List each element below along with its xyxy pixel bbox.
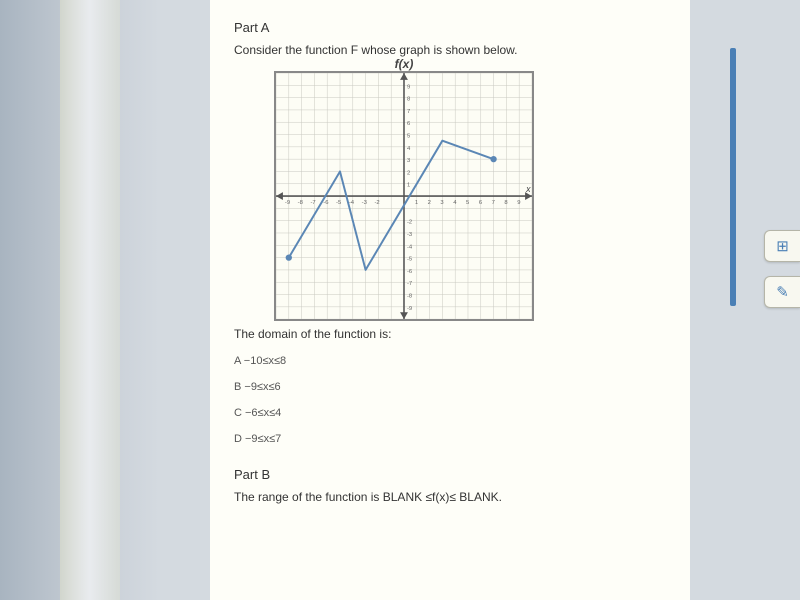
svg-text:4: 4 bbox=[453, 200, 457, 206]
svg-text:3: 3 bbox=[440, 200, 444, 206]
svg-text:-3: -3 bbox=[407, 232, 413, 238]
part-b-prompt: The range of the function is BLANK ≤f(x)… bbox=[234, 490, 666, 504]
domain-question: The domain of the function is: bbox=[234, 327, 666, 341]
svg-text:x: x bbox=[525, 184, 531, 194]
plus-box-icon: ⊞ bbox=[776, 237, 789, 255]
svg-text:-4: -4 bbox=[349, 200, 355, 206]
answer-option-a[interactable]: A −10≤x≤8 bbox=[234, 355, 666, 367]
svg-text:6: 6 bbox=[479, 200, 483, 206]
part-a-title: Part A bbox=[234, 20, 666, 35]
answer-option-c[interactable]: C −6≤x≤4 bbox=[234, 407, 666, 419]
svg-text:-9: -9 bbox=[285, 200, 290, 206]
svg-text:5: 5 bbox=[466, 200, 470, 206]
svg-text:-3: -3 bbox=[362, 200, 368, 206]
svg-text:-4: -4 bbox=[407, 244, 413, 250]
svg-text:7: 7 bbox=[492, 200, 495, 206]
svg-text:1: 1 bbox=[415, 200, 418, 206]
svg-text:-9: -9 bbox=[407, 306, 412, 312]
photo-edge-strip bbox=[0, 0, 160, 600]
svg-text:-6: -6 bbox=[323, 200, 329, 206]
svg-text:9: 9 bbox=[517, 200, 520, 206]
part-a-prompt: Consider the function F whose graph is s… bbox=[234, 43, 666, 57]
svg-text:-5: -5 bbox=[407, 257, 413, 263]
function-graph: f(x) 123456789-2-3-4-5-6-7-8-9123456789-… bbox=[274, 71, 534, 321]
answer-option-d[interactable]: D −9≤x≤7 bbox=[234, 433, 666, 445]
edit-widget-button[interactable]: ✎ bbox=[764, 276, 800, 308]
svg-text:9: 9 bbox=[407, 84, 410, 90]
graph-svg: 123456789-2-3-4-5-6-7-8-9123456789-9-8-7… bbox=[276, 73, 532, 319]
svg-text:-8: -8 bbox=[298, 200, 304, 206]
graph-y-label: f(x) bbox=[395, 57, 414, 71]
question-content: Part A Consider the function F whose gra… bbox=[210, 0, 690, 600]
svg-text:-6: -6 bbox=[407, 269, 413, 275]
scroll-indicator bbox=[730, 48, 736, 306]
svg-text:-7: -7 bbox=[310, 200, 315, 206]
svg-text:-2: -2 bbox=[407, 220, 412, 226]
svg-text:2: 2 bbox=[407, 170, 410, 176]
svg-text:-8: -8 bbox=[407, 293, 413, 299]
svg-text:8: 8 bbox=[504, 200, 508, 206]
svg-text:2: 2 bbox=[428, 200, 431, 206]
part-b-title: Part B bbox=[234, 467, 666, 482]
answer-options: A −10≤x≤8 B −9≤x≤6 C −6≤x≤4 D −9≤x≤7 bbox=[234, 355, 666, 445]
svg-text:1: 1 bbox=[407, 183, 410, 189]
svg-text:-5: -5 bbox=[336, 200, 342, 206]
add-widget-button[interactable]: ⊞ bbox=[764, 230, 800, 262]
pencil-box-icon: ✎ bbox=[776, 283, 789, 301]
svg-text:-7: -7 bbox=[407, 281, 412, 287]
svg-text:-2: -2 bbox=[374, 200, 379, 206]
answer-option-b[interactable]: B −9≤x≤6 bbox=[234, 381, 666, 393]
svg-text:7: 7 bbox=[407, 109, 410, 115]
